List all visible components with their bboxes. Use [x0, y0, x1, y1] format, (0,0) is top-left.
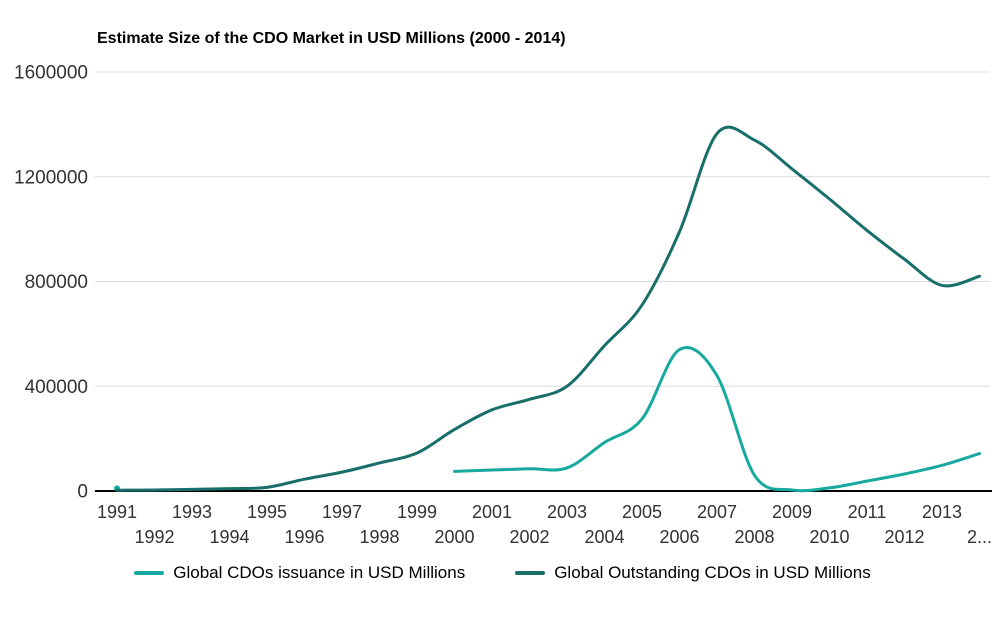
x-axis-tick-label: 2003	[547, 502, 587, 522]
x-axis-tick-label: 1992	[134, 527, 174, 547]
x-axis-tick-label: 1994	[209, 527, 249, 547]
x-axis-tick-label: 2010	[809, 527, 849, 547]
chart-title: Estimate Size of the CDO Market in USD M…	[97, 30, 566, 47]
x-axis-tick-label: 1993	[172, 502, 212, 522]
series-line-issuance	[453, 346, 981, 493]
y-axis-tick-label: 800000	[25, 272, 88, 293]
legend-label-issuance: Global CDOs issuance in USD Millions	[173, 563, 466, 582]
x-axis-tick-label: 2002	[509, 527, 549, 547]
line-chart-plot: 0 400000 800000 1200000 1600000 1991 1992 1993 1…	[14, 63, 992, 548]
x-axis-tick-label: 2001	[472, 502, 512, 522]
x-axis-tick-label: 2011	[848, 502, 887, 522]
x-axis-tick-label: 1999	[397, 502, 437, 522]
x-axis-tick-label: 2007	[697, 502, 737, 522]
y-axis-tick-label: 0	[77, 482, 88, 503]
chart-legend: Global CDOs issuance in USD Millions Glo…	[0, 563, 1005, 583]
series-line-outstanding	[115, 125, 981, 492]
x-axis-tick-label: 2013	[922, 502, 962, 522]
x-axis-tick-label: 1997	[322, 502, 362, 522]
x-axis-tick-label: 1998	[359, 527, 399, 547]
x-axis-tick-label: 2005	[622, 502, 662, 522]
legend-line-marker-outstanding	[515, 571, 546, 575]
y-axis-tick-label: 400000	[25, 377, 88, 398]
legend-item-outstanding[interactable]: Global Outstanding CDOs in USD Millions	[515, 563, 871, 583]
y-axis-tick-label: 1600000	[14, 63, 88, 84]
legend-line-marker-issuance	[134, 571, 165, 575]
x-axis-tick-label: 2...	[967, 527, 992, 547]
legend-item-issuance[interactable]: Global CDOs issuance in USD Millions	[134, 563, 465, 583]
x-axis-tick-label: 2004	[584, 527, 624, 547]
x-axis-tick-label: 2009	[772, 502, 812, 522]
x-axis-tick-label: 1995	[247, 502, 287, 522]
x-axis-tick-label: 1996	[284, 527, 324, 547]
x-axis-tick-label: 2006	[659, 527, 699, 547]
x-axis-tick-label: 1991	[97, 502, 137, 522]
legend-label-outstanding: Global Outstanding CDOs in USD Millions	[554, 563, 871, 582]
x-axis-tick-label: 2000	[434, 527, 474, 547]
x-axis-tick-label: 2012	[884, 527, 924, 547]
y-axis-tick-label: 1200000	[14, 167, 88, 188]
x-axis-tick-label: 2008	[734, 527, 774, 547]
